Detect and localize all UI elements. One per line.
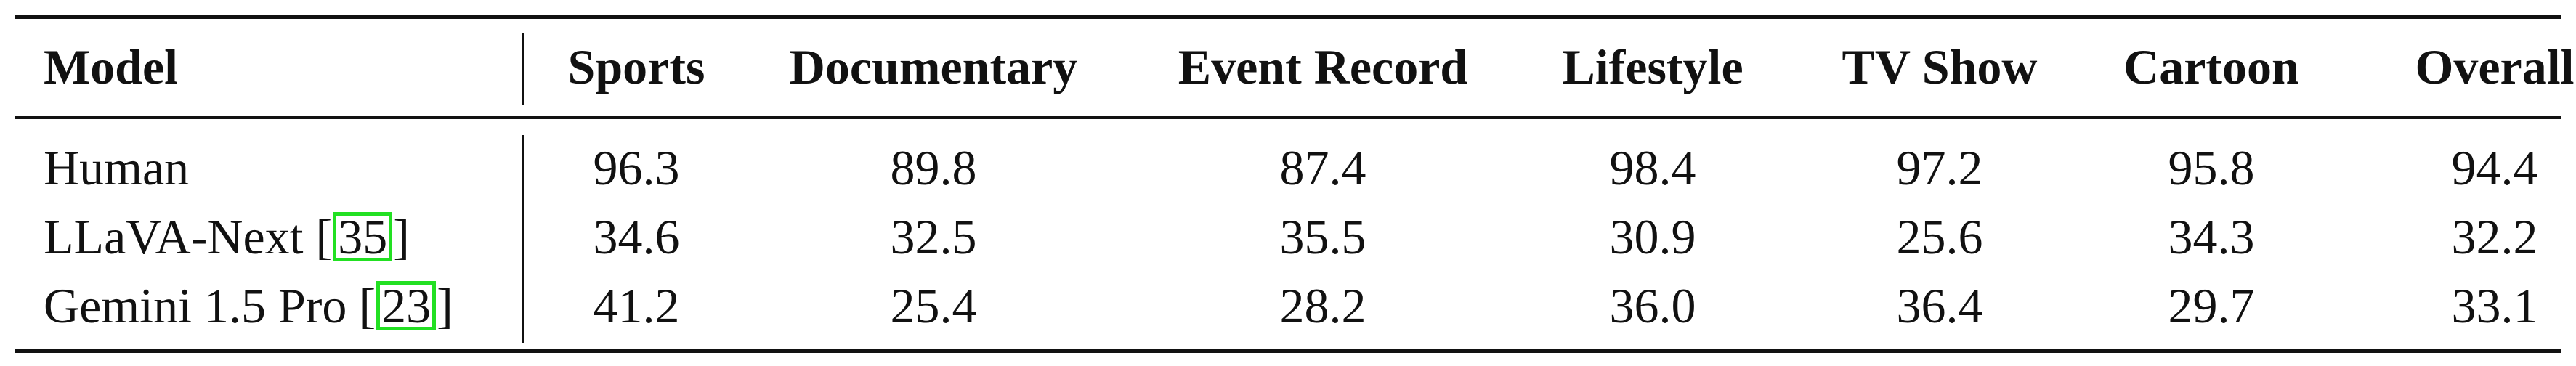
header-rule bbox=[15, 116, 2561, 119]
model-name: Gemini 1.5 Pro bbox=[44, 278, 347, 333]
citation-link[interactable]: 23 bbox=[376, 281, 437, 330]
table-cell: 35.5 bbox=[1279, 209, 1366, 264]
header-sports: Sports bbox=[567, 39, 705, 94]
bottom-rule bbox=[15, 349, 2561, 353]
table-row-model-name: LLaVA-Next [35] bbox=[44, 209, 410, 264]
table-cell: 29.7 bbox=[2168, 278, 2255, 333]
header-overall: Overall bbox=[2415, 39, 2575, 94]
header-lifestyle: Lifestyle bbox=[1562, 39, 1743, 94]
table-cell: 32.2 bbox=[2451, 209, 2538, 264]
table-row-model-name: Gemini 1.5 Pro [23] bbox=[44, 278, 453, 333]
header-model: Model bbox=[44, 39, 179, 94]
table-cell: 89.8 bbox=[890, 140, 977, 195]
header-documentary: Documentary bbox=[789, 39, 1078, 94]
table-cell: 34.3 bbox=[2168, 209, 2255, 264]
table-cell: 87.4 bbox=[1279, 140, 1366, 195]
table-cell: 25.6 bbox=[1896, 209, 1983, 264]
table-cell: 96.3 bbox=[593, 140, 680, 195]
table-cell: 98.4 bbox=[1609, 140, 1696, 195]
citation-link[interactable]: 35 bbox=[333, 212, 393, 261]
model-name: Human bbox=[44, 140, 190, 195]
table-row-model-name: Human bbox=[44, 143, 189, 192]
header-event-record: Event Record bbox=[1178, 39, 1468, 94]
top-rule bbox=[15, 15, 2561, 19]
table-cell: 28.2 bbox=[1279, 278, 1366, 333]
table-cell: 41.2 bbox=[593, 278, 680, 333]
header-tv-show: TV Show bbox=[1842, 39, 2038, 94]
table-cell: 94.4 bbox=[2451, 140, 2538, 195]
table-cell: 25.4 bbox=[890, 278, 977, 333]
table-cell: 36.4 bbox=[1896, 278, 1983, 333]
header-cartoon: Cartoon bbox=[2123, 39, 2299, 94]
table-cell: 36.0 bbox=[1609, 278, 1696, 333]
table-cell: 32.5 bbox=[890, 209, 977, 264]
table-cell: 34.6 bbox=[593, 209, 680, 264]
table-cell: 97.2 bbox=[1896, 140, 1983, 195]
table-cell: 30.9 bbox=[1609, 209, 1696, 264]
header-column-divider bbox=[522, 33, 524, 105]
body-column-divider bbox=[522, 135, 524, 343]
table-cell: 95.8 bbox=[2168, 140, 2255, 195]
table-cell: 33.1 bbox=[2451, 278, 2538, 333]
model-name: LLaVA-Next bbox=[44, 209, 304, 264]
